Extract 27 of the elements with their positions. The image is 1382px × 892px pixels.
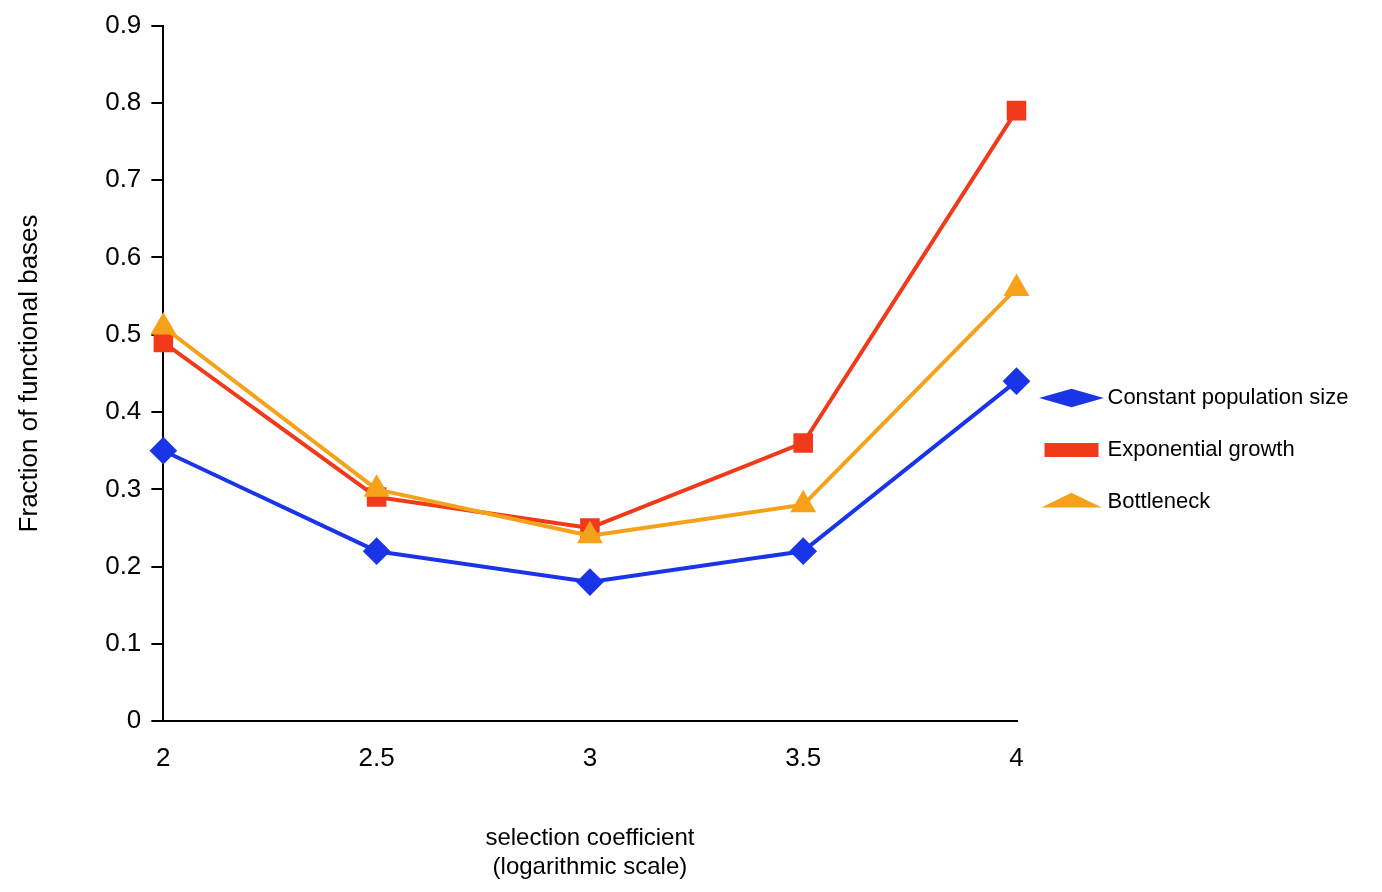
point	[150, 437, 177, 464]
y-tick-label: 0.5	[105, 317, 142, 348]
y-tick-label: 0.9	[105, 8, 142, 39]
x-axis-title: selection coefficient (logarithmic scale)	[485, 823, 695, 880]
y-tick-label: 0.1	[105, 627, 142, 658]
legend-label: Constant population size	[1107, 384, 1349, 410]
y-tick-label: 0.3	[105, 472, 142, 503]
y-tick-label: 0.4	[105, 395, 142, 426]
y-tick-label: 0	[126, 704, 142, 735]
x-tick-label: 3.5	[785, 741, 822, 772]
y-axis-title: Fraction of functional bases	[12, 214, 43, 533]
y-tick-label: 0.7	[105, 163, 142, 194]
legend-label: Bottleneck	[1107, 488, 1212, 514]
y-tick-label: 0.6	[105, 240, 142, 271]
x-tick-label: 4	[1009, 741, 1024, 772]
x-tick-label: 2	[156, 741, 171, 772]
legend-label: Exponential growth	[1107, 436, 1295, 462]
x-tick-label: 2.5	[358, 741, 395, 772]
point	[793, 433, 813, 453]
x-tick-label: 3	[582, 741, 598, 772]
y-tick-label: 0.2	[105, 549, 142, 580]
point	[576, 569, 603, 596]
point	[1006, 100, 1027, 121]
point	[790, 538, 817, 565]
point	[1003, 368, 1030, 395]
y-tick-label: 0.8	[105, 86, 142, 117]
point	[363, 538, 390, 565]
